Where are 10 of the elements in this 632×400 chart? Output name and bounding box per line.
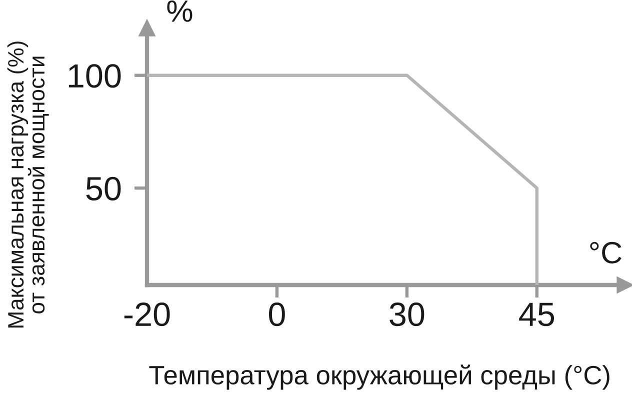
annotation: °C (590, 242, 622, 264)
text: % (167, 0, 192, 22)
x-tick-label: 30 (390, 302, 424, 326)
y-tick-label: 100 (68, 64, 121, 88)
x-tick-label: -20 (124, 302, 170, 326)
x-tick-label: 45 (519, 302, 554, 326)
y-tick-label: 50 (86, 176, 121, 200)
x-axis-title: Температура окружающей среды (°C) (149, 364, 610, 390)
y-axis-title: Максимальная нагрузка (%) от заявленной мощности (7, 42, 49, 328)
x-tick-label: 0 (268, 302, 285, 326)
